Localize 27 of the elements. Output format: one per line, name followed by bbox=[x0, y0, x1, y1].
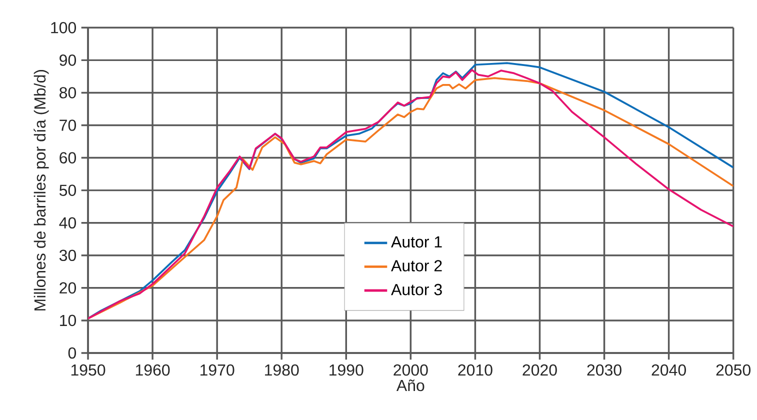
legend-label: Autor 1 bbox=[391, 236, 442, 248]
y-tick-label: 40 bbox=[59, 217, 76, 229]
x-tick-label: 2040 bbox=[652, 364, 686, 376]
x-axis-title: Año bbox=[396, 380, 424, 392]
y-axis-title: Millones de barriles por día (Mb/d) bbox=[34, 70, 49, 310]
y-tick-label: 80 bbox=[60, 87, 76, 98]
x-tick-label: 1980 bbox=[265, 364, 299, 376]
y-tick-label: 0 bbox=[68, 347, 76, 359]
x-tick-label: 2020 bbox=[522, 364, 557, 376]
x-tick-label: 1960 bbox=[136, 364, 170, 376]
x-tick-label: 2030 bbox=[587, 364, 622, 376]
y-tick-label: 90 bbox=[60, 54, 76, 66]
y-tick-label: 100 bbox=[51, 22, 76, 34]
y-tick-label: 50 bbox=[59, 184, 76, 196]
y-tick-label: 10 bbox=[60, 314, 76, 326]
x-tick-label: 1990 bbox=[330, 364, 364, 376]
x-tick-label: 1950 bbox=[71, 364, 106, 376]
y-tick-label: 30 bbox=[59, 250, 76, 262]
y-tick-label: 20 bbox=[60, 282, 76, 294]
x-tick-label: 2010 bbox=[458, 364, 492, 376]
x-tick-label: 1970 bbox=[200, 364, 234, 376]
legend-label: Autor 3 bbox=[391, 284, 442, 296]
legend-label: Autor 2 bbox=[391, 260, 442, 272]
y-tick-label: 70 bbox=[60, 120, 76, 131]
x-tick-label: 2000 bbox=[394, 364, 428, 376]
y-tick-label: 60 bbox=[60, 152, 76, 164]
x-tick-label: 2050 bbox=[716, 364, 751, 376]
